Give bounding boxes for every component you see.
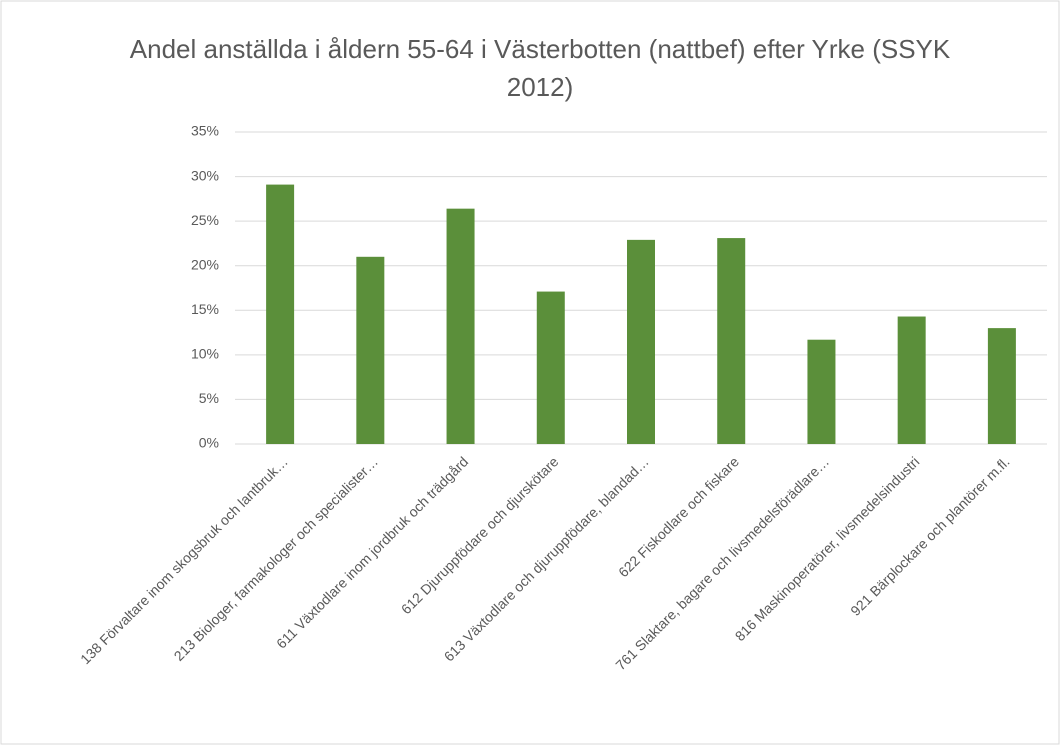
y-tick-label: 15% (191, 301, 219, 317)
x-tick-label: 613 Växtodlare och djuruppfödare, blanda… (441, 453, 652, 664)
y-tick-label: 25% (191, 212, 219, 228)
chart-title: Andel anställda i åldern 55-64 i Västerb… (129, 34, 951, 102)
y-tick-label: 30% (191, 167, 219, 183)
x-tick-label: 612 Djuruppfödare och djurskötare (398, 453, 562, 617)
bar (717, 238, 746, 444)
y-tick-label: 20% (191, 256, 219, 272)
y-tick-label: 5% (199, 390, 219, 406)
y-tick-label: 0% (199, 435, 219, 451)
bar (536, 291, 565, 444)
bar (356, 256, 385, 444)
x-tick-label: 761 Slaktare, bagare och livsmedelsföräd… (612, 453, 832, 673)
x-tick-label: 611 Växtodlare inom jordbruk och trädgår… (273, 453, 471, 651)
y-tick-label: 35% (191, 123, 219, 139)
y-tick-label: 10% (191, 346, 219, 362)
x-tick-label: 816 Maskinoperatörer, livsmedelsindustri (732, 453, 923, 644)
bar (807, 339, 836, 444)
bar (897, 316, 926, 444)
bar (266, 184, 295, 444)
bar (446, 208, 475, 444)
x-tick-label: 921 Bärplockare och plantörer m.fl. (847, 453, 1012, 618)
x-tick-label: 213 Biologer, farmakologer och specialis… (171, 453, 382, 664)
bar (627, 239, 655, 444)
x-tick-label: 138 Förvaltare inom skogsbruk och lantbr… (77, 453, 291, 667)
bar (987, 328, 1016, 444)
